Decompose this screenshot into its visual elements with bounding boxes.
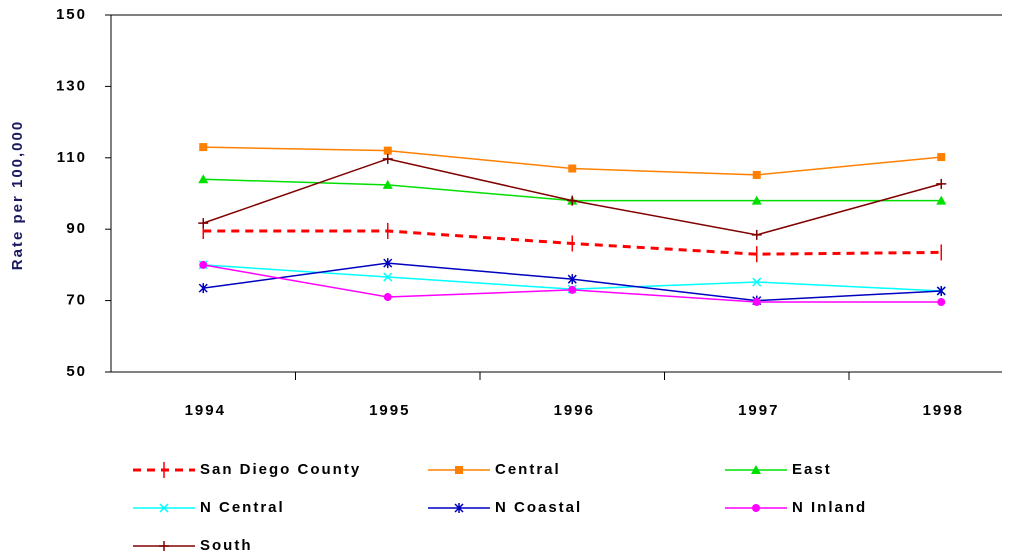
y-tick-label: 70	[66, 292, 87, 309]
legend-label: Central	[495, 461, 561, 478]
x-tick-label: 1998	[923, 402, 964, 419]
legend-label: East	[792, 461, 832, 478]
legend-label: San Diego County	[200, 461, 361, 478]
marker	[382, 153, 393, 164]
marker	[198, 283, 208, 294]
x-tick-label: 1995	[369, 402, 410, 419]
legend-label: South	[200, 537, 253, 554]
legend-label: N Central	[200, 499, 285, 516]
marker	[752, 504, 760, 512]
y-tick-label: 130	[56, 77, 87, 94]
x-tick-label: 1994	[185, 402, 226, 419]
marker	[751, 465, 761, 474]
marker	[568, 164, 577, 173]
x-tick-label: 1997	[738, 402, 779, 419]
marker	[936, 285, 946, 296]
marker	[198, 174, 209, 184]
marker	[936, 178, 947, 189]
marker	[159, 503, 169, 513]
y-tick-label: 110	[57, 149, 87, 166]
marker	[937, 153, 946, 162]
legend-label: N Inland	[792, 499, 867, 516]
marker	[199, 143, 208, 152]
marker	[937, 298, 946, 307]
marker	[159, 541, 169, 551]
marker	[199, 260, 208, 269]
marker	[567, 195, 578, 206]
y-tick-label: 150	[56, 6, 87, 23]
marker	[382, 179, 393, 189]
marker	[383, 258, 393, 269]
y-tick-label: 90	[66, 220, 87, 237]
marker	[454, 503, 464, 513]
marker	[383, 293, 392, 302]
marker	[936, 195, 947, 205]
marker	[383, 146, 392, 155]
marker	[198, 218, 209, 229]
marker	[751, 195, 762, 205]
marker	[455, 466, 463, 474]
marker	[567, 274, 577, 285]
marker	[752, 277, 762, 287]
y-tick-label: 50	[66, 363, 87, 380]
legend-label: N Coastal	[495, 499, 582, 516]
marker	[568, 285, 577, 294]
marker	[752, 298, 761, 307]
y-axis-label: Rate per 100,000	[9, 120, 26, 270]
marker	[751, 229, 762, 240]
x-tick-label: 1996	[554, 402, 595, 419]
marker	[752, 170, 761, 179]
marker	[383, 272, 393, 282]
